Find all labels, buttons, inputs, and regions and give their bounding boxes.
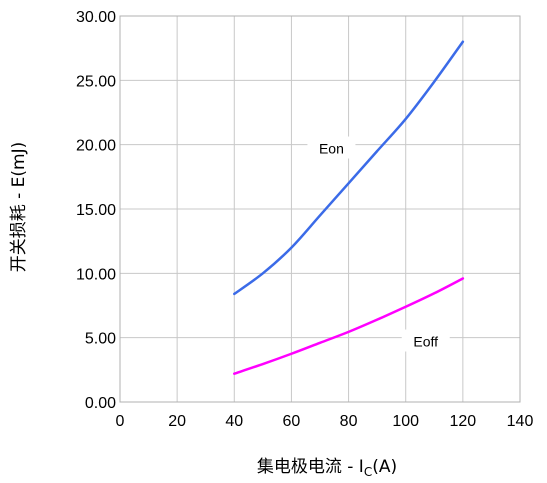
series-line-eoff <box>233 277 465 375</box>
y-tick-label: 25.00 <box>76 73 116 90</box>
y-tick-labels: 0.00 5.00 10.00 15.00 20.00 25.00 30.00 <box>76 9 116 412</box>
x-axis-title-subscript: C <box>364 465 372 479</box>
y-tick-label: 10.00 <box>76 266 116 283</box>
y-tick-label: 20.00 <box>76 138 116 155</box>
y-axis-title: 开关损耗 - E(mJ) <box>9 142 29 273</box>
series-label-bg <box>401 329 450 352</box>
x-tick-labels: 0 20 40 60 80 100 120 140 <box>116 413 534 430</box>
plot-frame <box>119 15 521 403</box>
series-label-eon: Eon <box>319 141 344 157</box>
x-tick-label: 40 <box>225 413 243 430</box>
series-labels: Eon Eoff <box>307 136 450 352</box>
y-tick-label: 5.00 <box>85 331 116 348</box>
x-axis-title-unit: (A) <box>372 457 397 477</box>
x-axis-title-main: 集电极电流 - I <box>257 457 364 477</box>
y-tick-label: 15.00 <box>76 202 116 219</box>
x-tick-label: 20 <box>168 413 186 430</box>
series-label-bg <box>307 136 356 159</box>
x-axis-title: 集电极电流 - IC(A) <box>257 457 397 479</box>
x-tick-label: 140 <box>507 413 534 430</box>
x-tick-label: 0 <box>116 413 125 430</box>
series-lines <box>233 40 465 375</box>
y-tick-label: 30.00 <box>76 9 116 26</box>
x-tick-label: 80 <box>340 413 358 430</box>
x-tick-label: 60 <box>283 413 301 430</box>
x-tick-label: 100 <box>392 413 419 430</box>
y-tick-label: 0.00 <box>85 395 116 412</box>
x-tick-label: 120 <box>450 413 477 430</box>
plot-border <box>119 15 521 403</box>
series-label-eoff: Eoff <box>413 334 438 350</box>
series-line-eon <box>233 40 465 296</box>
